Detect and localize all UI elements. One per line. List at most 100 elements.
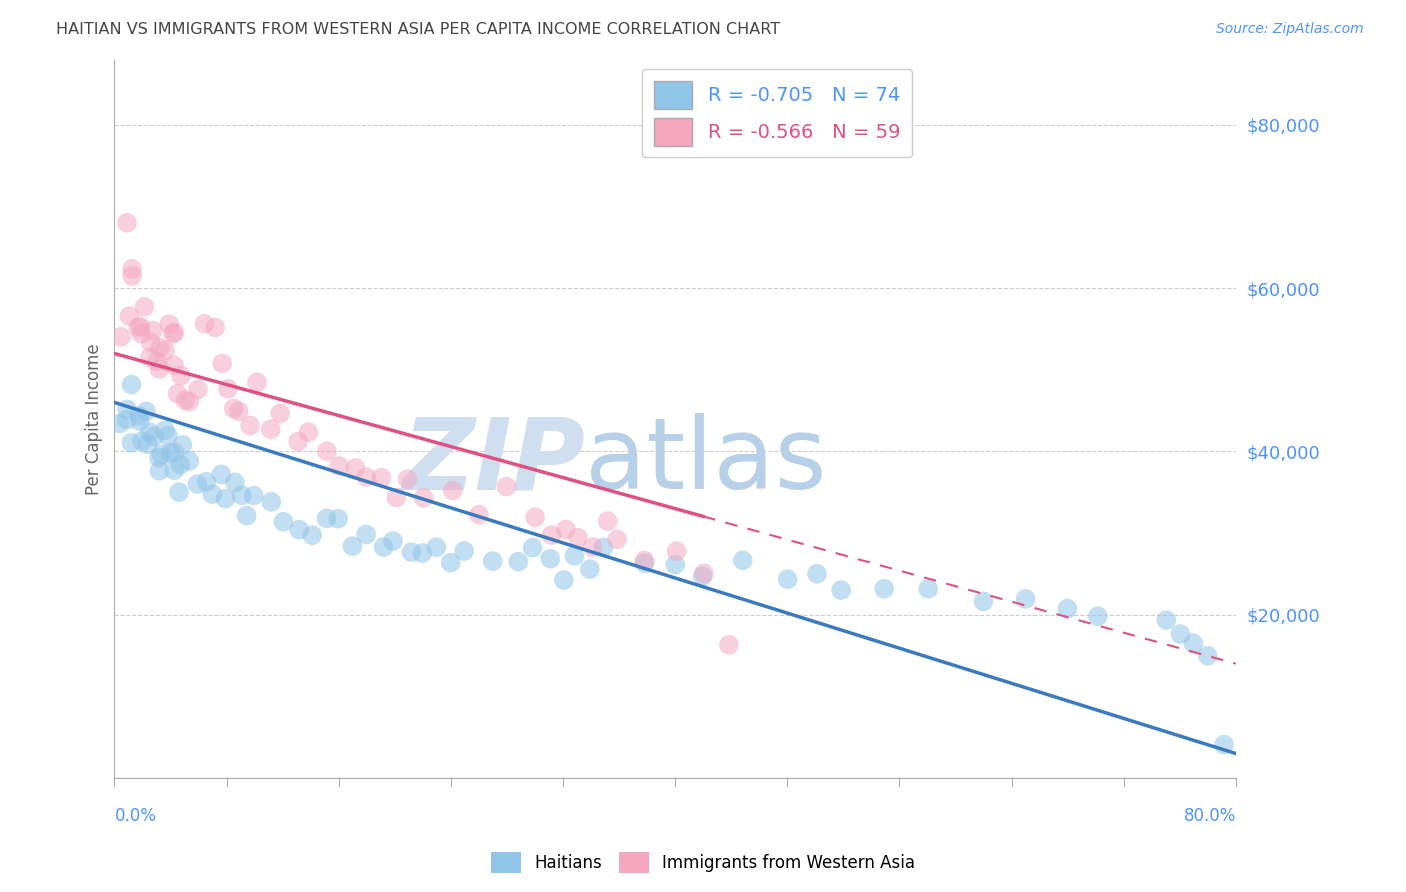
Point: [481, 554, 503, 568]
Point: [128, 409, 150, 423]
Text: ZIP: ZIP: [402, 413, 585, 510]
Point: [157, 317, 180, 331]
Point: [169, 458, 191, 472]
Point: [370, 470, 392, 484]
Point: [522, 541, 544, 555]
Point: [776, 572, 799, 586]
Point: [425, 540, 447, 554]
Point: [411, 546, 433, 560]
Point: [401, 545, 423, 559]
Point: [342, 539, 364, 553]
Point: [128, 414, 150, 428]
Point: [665, 544, 688, 558]
Point: [149, 341, 172, 355]
Point: [972, 594, 994, 608]
Y-axis label: Per Capita Income: Per Capita Income: [86, 343, 103, 495]
Point: [143, 429, 166, 443]
Point: [344, 461, 367, 475]
Point: [495, 479, 517, 493]
Point: [142, 324, 165, 338]
Point: [135, 404, 157, 418]
Point: [110, 330, 132, 344]
Point: [287, 434, 309, 449]
Point: [163, 445, 186, 459]
Point: [468, 508, 491, 522]
Point: [830, 583, 852, 598]
Point: [592, 541, 614, 555]
Point: [156, 429, 179, 443]
Point: [316, 444, 339, 458]
Text: 0.0%: 0.0%: [114, 806, 156, 825]
Point: [129, 319, 152, 334]
Point: [356, 470, 378, 484]
Point: [1197, 648, 1219, 663]
Point: [209, 467, 232, 482]
Point: [1170, 627, 1192, 641]
Point: [163, 359, 186, 373]
Point: [148, 450, 170, 465]
Point: [806, 566, 828, 581]
Point: [131, 326, 153, 341]
Legend: Haitians, Immigrants from Western Asia: Haitians, Immigrants from Western Asia: [484, 846, 922, 880]
Point: [121, 261, 143, 276]
Point: [524, 510, 547, 524]
Point: [564, 549, 586, 563]
Text: Source: ZipAtlas.com: Source: ZipAtlas.com: [1216, 22, 1364, 37]
Point: [186, 477, 208, 491]
Point: [554, 523, 576, 537]
Point: [239, 418, 262, 433]
Point: [179, 394, 201, 409]
Point: [195, 475, 218, 489]
Point: [582, 540, 605, 554]
Point: [297, 425, 319, 439]
Point: [260, 422, 283, 436]
Point: [217, 382, 239, 396]
Point: [917, 582, 939, 596]
Point: [288, 523, 311, 537]
Point: [328, 511, 350, 525]
Point: [153, 423, 176, 437]
Point: [596, 514, 619, 528]
Point: [633, 556, 655, 570]
Point: [121, 268, 143, 283]
Point: [540, 528, 562, 542]
Point: [131, 434, 153, 448]
Point: [120, 377, 142, 392]
Point: [204, 320, 226, 334]
Point: [211, 356, 233, 370]
Point: [273, 515, 295, 529]
Point: [381, 534, 404, 549]
Point: [441, 483, 464, 498]
Point: [1014, 591, 1036, 606]
Point: [118, 309, 141, 323]
Point: [664, 558, 686, 572]
Point: [873, 582, 896, 596]
Point: [692, 569, 714, 583]
Point: [440, 556, 463, 570]
Point: [134, 300, 156, 314]
Point: [235, 508, 257, 523]
Point: [150, 447, 173, 461]
Point: [717, 638, 740, 652]
Point: [139, 351, 162, 365]
Legend: R = -0.705   N = 74, R = -0.566   N = 59: R = -0.705 N = 74, R = -0.566 N = 59: [643, 70, 912, 157]
Point: [127, 320, 149, 334]
Point: [269, 406, 291, 420]
Point: [174, 393, 197, 408]
Point: [187, 383, 209, 397]
Point: [193, 317, 215, 331]
Point: [246, 376, 269, 390]
Text: HAITIAN VS IMMIGRANTS FROM WESTERN ASIA PER CAPITA INCOME CORRELATION CHART: HAITIAN VS IMMIGRANTS FROM WESTERN ASIA …: [56, 22, 780, 37]
Point: [1182, 636, 1205, 650]
Point: [148, 464, 170, 478]
Point: [115, 413, 138, 427]
Point: [139, 335, 162, 350]
Point: [731, 553, 754, 567]
Point: [508, 555, 530, 569]
Point: [167, 485, 190, 500]
Point: [242, 489, 264, 503]
Point: [172, 438, 194, 452]
Point: [453, 544, 475, 558]
Point: [163, 326, 186, 340]
Point: [315, 511, 337, 525]
